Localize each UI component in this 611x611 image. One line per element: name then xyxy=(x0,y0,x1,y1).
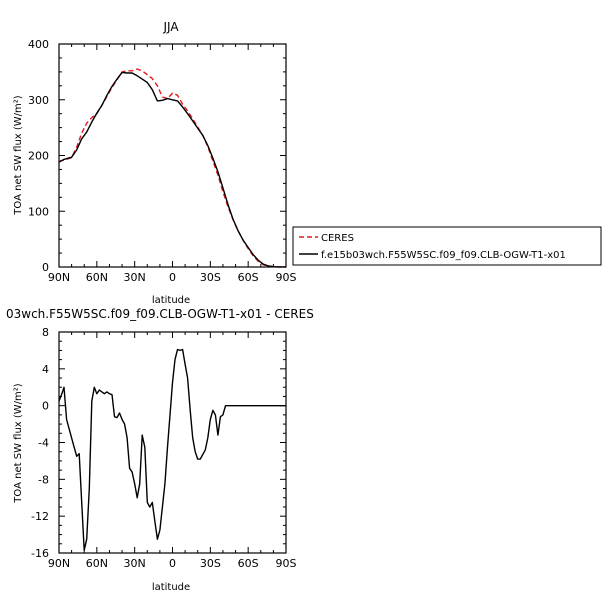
bottom-x-axis-label: latitude xyxy=(152,582,190,593)
bottom-y-tick-label: 4 xyxy=(42,363,49,376)
bottom-x-tick-label: 60N xyxy=(86,557,108,570)
bottom-y-tick-label: -12 xyxy=(31,510,49,523)
legend: CERES f.e15b03wch.F55W5SC.f09_f09.CLB-OG… xyxy=(292,226,602,266)
top-y-tick-label: 0 xyxy=(42,261,49,274)
bottom-series-group xyxy=(58,348,286,551)
bottom-plot-frame xyxy=(58,331,287,554)
bottom-x-tick-label: 90S xyxy=(276,557,297,570)
top-axis-ticks: 90N 60N 30N 0 30S 60S 90S 0 100 200 300 400 xyxy=(28,38,297,284)
bottom-y-axis-label: TOA net SW flux (W/m²) xyxy=(13,383,24,503)
top-x-tick-label: 60S xyxy=(238,271,259,284)
legend-ceres-label: CERES xyxy=(321,233,354,244)
top-x-axis-label: latitude xyxy=(152,295,190,306)
bottom-axis-ticks: 90N 60N 30N 0 30S 60S 90S -16 -12 -8 -4 0 4 8 xyxy=(31,326,296,570)
top-x-tick-label: 90S xyxy=(276,271,297,284)
bottom-x-tick-label: 30S xyxy=(200,557,221,570)
top-y-axis-label: TOA net SW flux (W/m²) xyxy=(13,95,24,215)
top-x-tick-label: 30N xyxy=(124,271,146,284)
top-y-tick-label: 400 xyxy=(28,38,49,51)
bottom-chart-panel: 03wch.F55W5SC.f09_f09.CLB-OGW-T1-x01 - C… xyxy=(6,307,314,593)
top-x-tick-label: 90N xyxy=(48,271,70,284)
top-series-group xyxy=(58,68,287,268)
bottom-y-tick-label: -16 xyxy=(31,547,49,560)
top-y-tick-label: 300 xyxy=(28,94,49,107)
bottom-y-tick-label: 8 xyxy=(42,326,49,339)
bottom-x-tick-label: 90N xyxy=(48,557,70,570)
bottom-x-tick-label: 30N xyxy=(124,557,146,570)
top-y-tick-label: 100 xyxy=(28,205,49,218)
bottom-chart-title: 03wch.F55W5SC.f09_f09.CLB-OGW-T1-x01 - C… xyxy=(6,307,314,321)
bottom-series-line-difference xyxy=(58,348,286,551)
top-chart-title: JJA xyxy=(162,20,179,34)
legend-box xyxy=(292,226,602,266)
bottom-x-tick-label: 60S xyxy=(238,557,259,570)
bottom-y-tick-label: -4 xyxy=(38,437,49,450)
top-chart-panel: JJA 90N 60N 30N 0 30S 60S 90S 0 100 200 300 400 lat… xyxy=(13,20,297,306)
top-x-tick-label: 0 xyxy=(169,271,176,284)
bottom-y-tick-label: -8 xyxy=(38,473,49,486)
top-series-line-ceres xyxy=(58,68,287,268)
top-y-tick-label: 200 xyxy=(28,150,49,163)
legend-model-label: f.e15b03wch.F55W5SC.f09_f09.CLB-OGW-T1-x… xyxy=(321,250,566,261)
top-x-tick-label: 30S xyxy=(200,271,221,284)
top-x-tick-label: 60N xyxy=(86,271,108,284)
bottom-x-tick-label: 0 xyxy=(169,557,176,570)
bottom-y-tick-label: 0 xyxy=(42,400,49,413)
top-series-line-model xyxy=(58,71,287,268)
top-plot-frame xyxy=(58,43,287,268)
